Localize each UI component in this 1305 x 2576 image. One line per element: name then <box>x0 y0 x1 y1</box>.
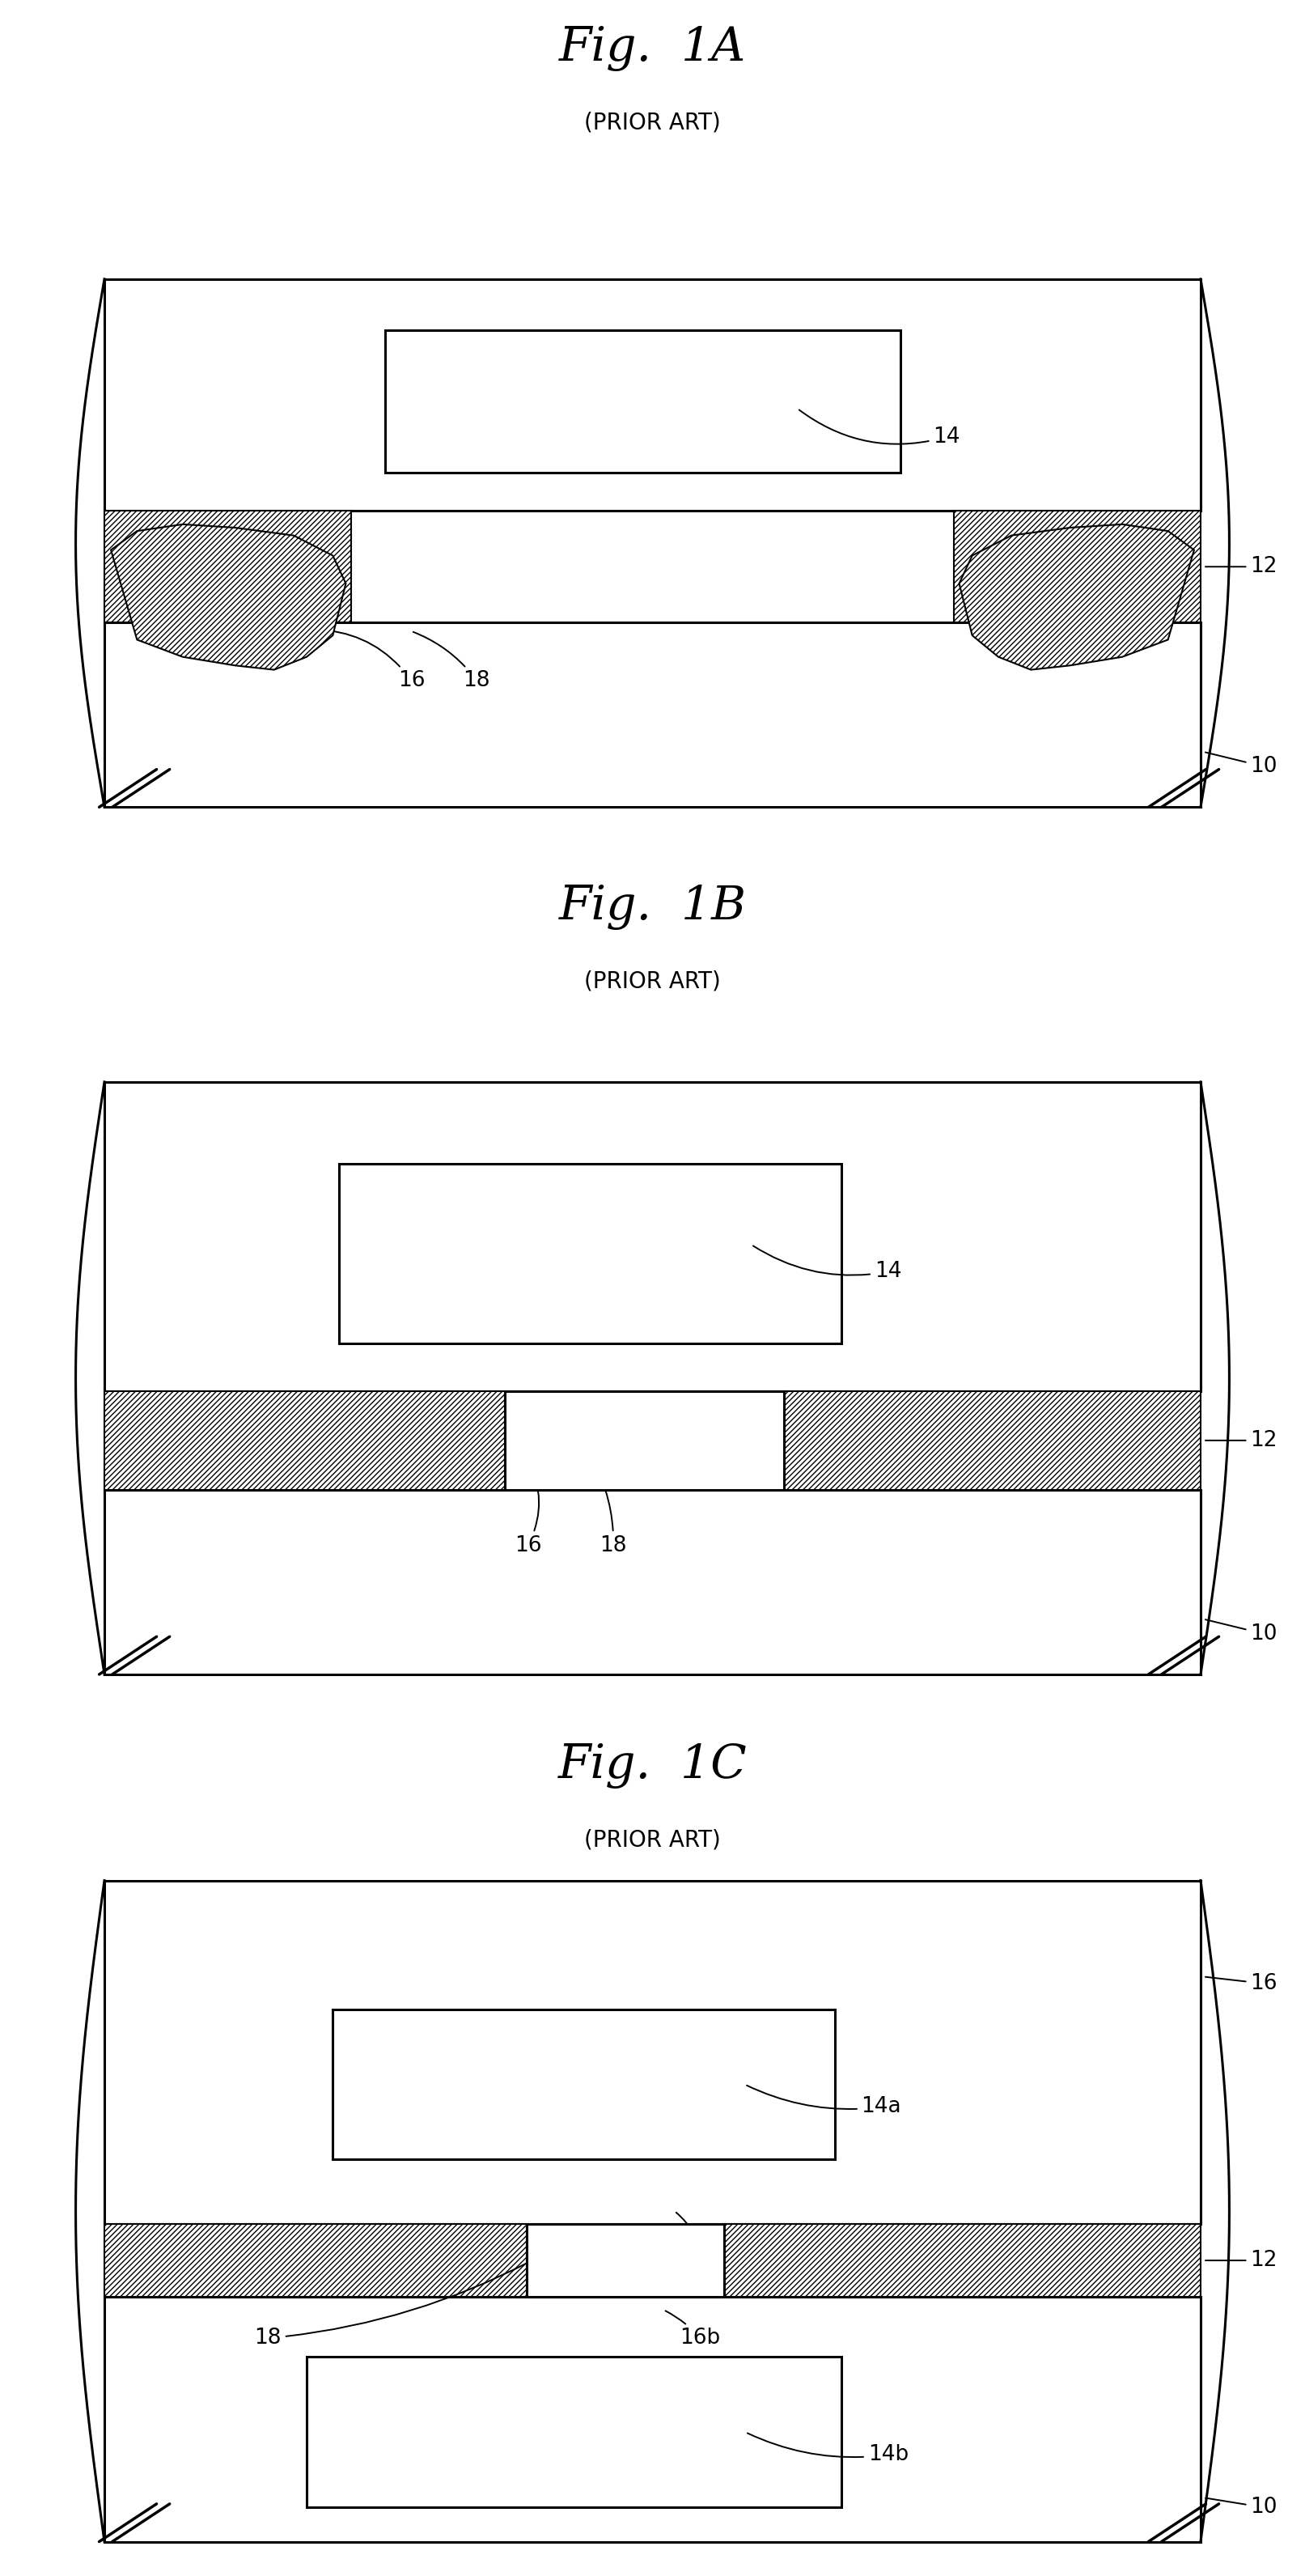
Text: 10: 10 <box>1206 1620 1278 1643</box>
Bar <box>526 2223 724 2298</box>
Bar <box>954 510 1201 623</box>
Text: 18: 18 <box>254 2262 530 2349</box>
Bar <box>505 1391 784 1489</box>
Text: Fig.  1C: Fig. 1C <box>559 1744 746 1788</box>
Text: 14: 14 <box>799 410 960 448</box>
Text: 14: 14 <box>753 1247 902 1283</box>
Text: 16: 16 <box>514 1453 542 1556</box>
Bar <box>104 2298 1201 2543</box>
Bar <box>339 1164 842 1345</box>
Text: 18: 18 <box>414 631 491 690</box>
Bar <box>104 623 1201 806</box>
Bar <box>333 2009 835 2159</box>
Text: 16a: 16a <box>676 2213 720 2259</box>
Bar <box>307 2357 842 2506</box>
Bar <box>104 2223 526 2298</box>
Text: 16: 16 <box>1206 1973 1278 1994</box>
Text: (PRIOR ART): (PRIOR ART) <box>585 971 720 992</box>
Bar <box>104 1489 1201 1674</box>
Bar <box>104 1082 1201 1391</box>
Bar <box>104 278 1201 510</box>
Bar <box>104 510 351 623</box>
Bar <box>724 2223 1201 2298</box>
Bar <box>784 1391 1201 1489</box>
Text: 10: 10 <box>1206 2496 1278 2517</box>
Text: 10: 10 <box>1206 752 1278 778</box>
Text: 16b: 16b <box>666 2311 720 2349</box>
Text: 12: 12 <box>1206 2249 1278 2272</box>
Polygon shape <box>111 526 346 670</box>
Text: Fig.  1A: Fig. 1A <box>559 26 746 72</box>
Text: Fig.  1B: Fig. 1B <box>559 884 746 930</box>
Text: 16: 16 <box>316 629 425 690</box>
Text: 12: 12 <box>1206 556 1278 577</box>
Bar <box>385 330 900 471</box>
Text: (PRIOR ART): (PRIOR ART) <box>585 111 720 134</box>
Bar <box>104 1391 505 1489</box>
Text: 18: 18 <box>589 1453 626 1556</box>
Bar <box>104 1880 1201 2223</box>
Polygon shape <box>959 526 1194 670</box>
Text: 14a: 14a <box>746 2087 902 2117</box>
Text: (PRIOR ART): (PRIOR ART) <box>585 1829 720 1852</box>
Text: 12: 12 <box>1206 1430 1278 1450</box>
Text: 14b: 14b <box>748 2434 908 2465</box>
